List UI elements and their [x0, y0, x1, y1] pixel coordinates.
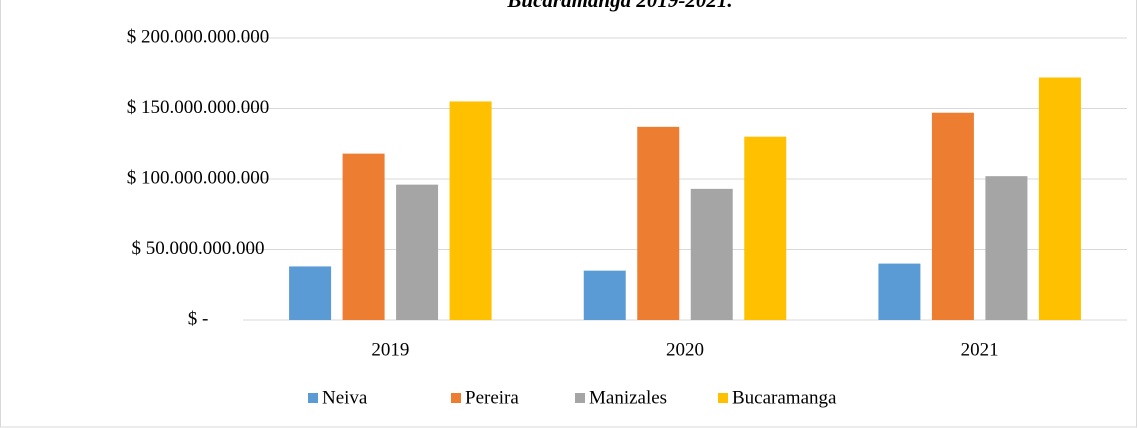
y-tick-label: $ 150.000.000.000 — [127, 97, 270, 118]
bar — [878, 263, 921, 320]
legend-label: Manizales — [589, 387, 667, 408]
chart-title: Bucaramanga 2019-2021. — [506, 0, 732, 12]
legend-swatch — [308, 393, 318, 403]
bar — [289, 266, 332, 320]
legend-label: Neiva — [322, 387, 368, 408]
legend-label: Bucaramanga — [732, 387, 837, 408]
bar — [690, 188, 733, 320]
bar — [1038, 77, 1081, 320]
y-tick-label: $ 100.000.000.000 — [127, 167, 270, 188]
x-tick-label: 2020 — [666, 339, 704, 360]
bar — [583, 270, 626, 320]
x-tick-label: 2019 — [371, 339, 409, 360]
y-tick-label: $ 50.000.000.000 — [132, 238, 265, 259]
bar — [449, 101, 492, 320]
bar — [744, 136, 787, 320]
x-tick-label: 2021 — [961, 339, 999, 360]
y-tick-label: $ 200.000.000.000 — [127, 26, 270, 47]
legend-label: Pereira — [465, 387, 519, 408]
bar — [985, 176, 1028, 320]
bar — [396, 184, 439, 320]
legend-swatch — [718, 393, 728, 403]
bar — [931, 112, 974, 320]
y-tick-label: $ - — [188, 308, 209, 329]
legend-swatch — [575, 393, 585, 403]
legend-swatch — [451, 393, 461, 403]
bar — [637, 126, 680, 320]
bar — [342, 153, 385, 320]
